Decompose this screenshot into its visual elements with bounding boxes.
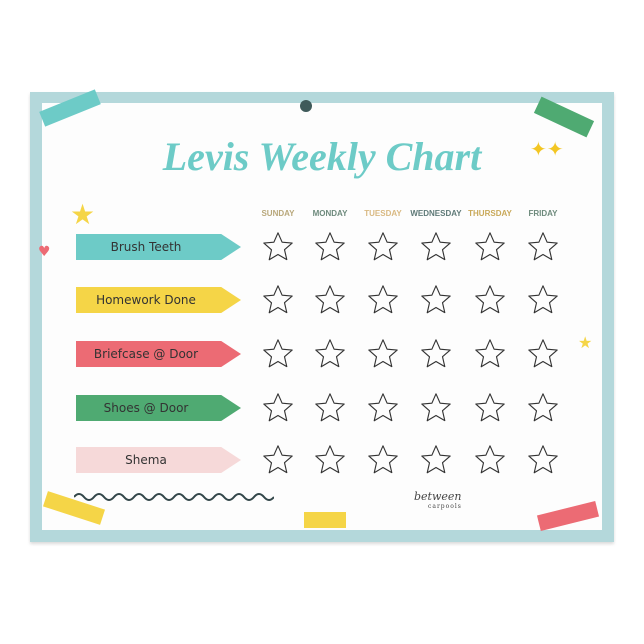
task-label: Shoes @ Door xyxy=(76,395,241,421)
star-checkbox[interactable] xyxy=(313,443,347,477)
star-paperclip-icon: ★ xyxy=(578,333,593,352)
star-checkbox[interactable] xyxy=(261,337,295,371)
task-label: Briefcase @ Door xyxy=(76,341,241,367)
star-checkbox[interactable] xyxy=(366,443,400,477)
star-checkbox[interactable] xyxy=(419,230,453,264)
star-checkbox[interactable] xyxy=(419,391,453,425)
logo-line1: between xyxy=(414,490,462,503)
star-checkbox[interactable] xyxy=(473,391,507,425)
star-checkbox[interactable] xyxy=(261,283,295,317)
day-header: THURSDAY xyxy=(468,209,512,218)
logo-line2: carpools xyxy=(428,503,462,510)
star-checkbox[interactable] xyxy=(261,230,295,264)
star-checkbox[interactable] xyxy=(526,283,560,317)
star-checkbox[interactable] xyxy=(473,443,507,477)
star-checkbox[interactable] xyxy=(473,230,507,264)
star-checkbox[interactable] xyxy=(313,230,347,264)
star-checkbox[interactable] xyxy=(261,443,295,477)
day-header: MONDAY xyxy=(312,209,348,218)
star-checkbox[interactable] xyxy=(419,337,453,371)
task-label: Shema xyxy=(76,447,241,473)
day-header: SUNDAY xyxy=(261,209,295,218)
star-checkbox[interactable] xyxy=(526,391,560,425)
star-checkbox[interactable] xyxy=(366,391,400,425)
star-checkbox[interactable] xyxy=(419,283,453,317)
pushpin-icon xyxy=(300,100,312,112)
brand-logo: between carpools xyxy=(414,490,462,511)
star-checkbox[interactable] xyxy=(313,337,347,371)
wavy-line xyxy=(73,488,275,507)
star-checkbox[interactable] xyxy=(526,230,560,264)
task-label: Brush Teeth xyxy=(76,234,241,260)
star-face-icon: ★ xyxy=(70,198,96,231)
star-checkbox[interactable] xyxy=(526,337,560,371)
sparkle-icon: ✦✦ xyxy=(530,137,564,161)
star-checkbox[interactable] xyxy=(261,391,295,425)
chart-title: Levis Weekly Chart xyxy=(162,134,482,179)
star-checkbox[interactable] xyxy=(313,283,347,317)
star-checkbox[interactable] xyxy=(366,283,400,317)
star-checkbox[interactable] xyxy=(473,337,507,371)
day-header: TUESDAY xyxy=(364,209,402,218)
star-checkbox[interactable] xyxy=(526,443,560,477)
star-checkbox[interactable] xyxy=(366,337,400,371)
star-checkbox[interactable] xyxy=(366,230,400,264)
washi-tape-yellow-small xyxy=(304,512,346,528)
day-header: FRIDAY xyxy=(528,209,558,218)
task-label: Homework Done xyxy=(76,287,241,313)
day-header: WEDNESDAY xyxy=(410,209,462,218)
star-checkbox[interactable] xyxy=(473,283,507,317)
star-checkbox[interactable] xyxy=(313,391,347,425)
heart-paperclip-icon: ♥ xyxy=(38,244,51,260)
star-checkbox[interactable] xyxy=(419,443,453,477)
